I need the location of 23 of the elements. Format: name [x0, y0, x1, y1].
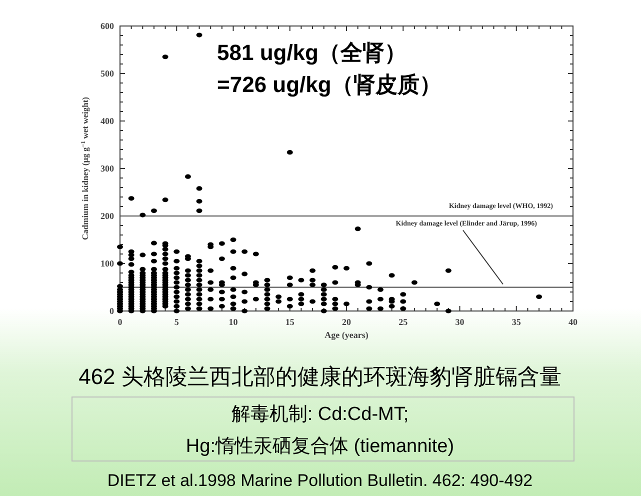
- x-tick-label: 15: [285, 317, 295, 327]
- text: 解毒机制: Cd:Cd-MT;: [231, 404, 409, 425]
- y-tick-label: 0: [110, 306, 114, 316]
- y-tick-label: 500: [100, 68, 114, 78]
- x-tick-label: 30: [455, 317, 465, 327]
- x-tick-label: 25: [398, 317, 408, 327]
- annotation: =726 ug/kg（肾皮质）: [217, 72, 442, 97]
- text: Hg:惰性汞硒复合体 (tiemannite): [186, 436, 454, 457]
- y-tick-label: 400: [100, 116, 114, 126]
- x-tick-label: 20: [342, 317, 352, 327]
- y-tick-label: 100: [100, 258, 114, 268]
- x-tick-label: 10: [228, 317, 238, 327]
- y-tick-label: 300: [100, 164, 114, 174]
- x-axis-title: Age (years): [324, 330, 368, 340]
- text: DIETZ et al.1998 Marine Pollution Bulletin. 462: 490-492: [107, 471, 533, 490]
- y-tick-label: 200: [100, 211, 114, 221]
- x-tick-label: 40: [568, 317, 578, 327]
- x-tick-label: 5: [174, 317, 180, 327]
- annotation: 581 ug/kg（全肾）: [217, 40, 406, 65]
- text: 462 头格陵兰西北部的健康的环斑海豹肾脏镉含量: [78, 364, 562, 389]
- x-tick-label: 35: [512, 317, 522, 327]
- x-tick-label: 0: [118, 317, 123, 327]
- y-tick-label: 600: [100, 21, 114, 31]
